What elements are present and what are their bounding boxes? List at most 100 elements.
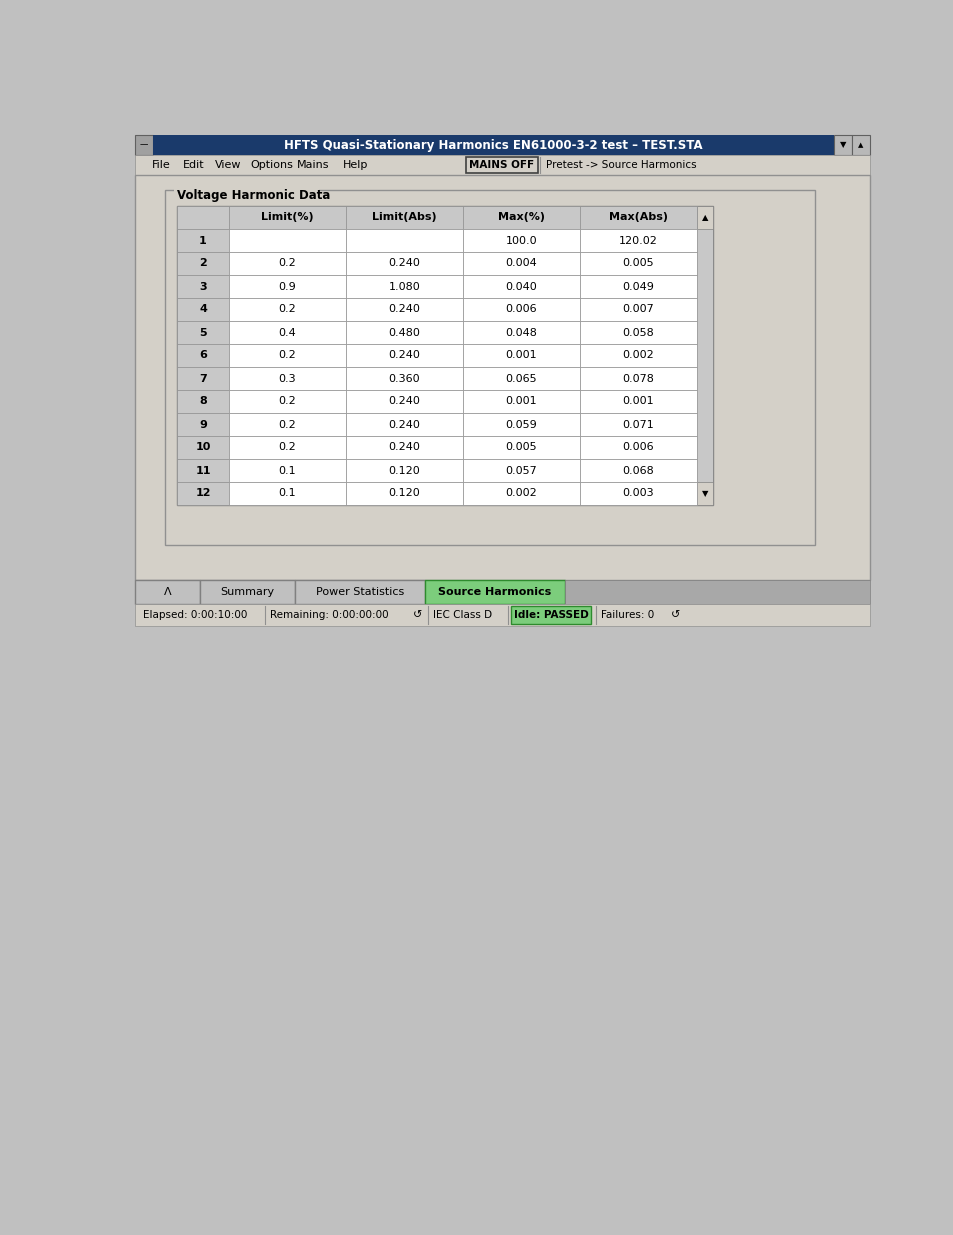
- Text: Power Statistics: Power Statistics: [315, 587, 404, 597]
- Bar: [177, 252, 229, 275]
- Bar: [346, 228, 462, 252]
- Bar: [135, 175, 869, 580]
- Text: 4: 4: [199, 305, 207, 315]
- Bar: [579, 459, 697, 482]
- Bar: [177, 298, 229, 321]
- Text: 0.240: 0.240: [388, 258, 420, 268]
- Bar: [465, 157, 537, 173]
- Bar: [697, 206, 712, 228]
- Text: 0.240: 0.240: [388, 305, 420, 315]
- Text: HFTS Quasi-Stationary Harmonics EN61000-3-2 test – TEST.STA: HFTS Quasi-Stationary Harmonics EN61000-…: [284, 138, 702, 152]
- Text: 0.065: 0.065: [505, 373, 537, 384]
- Text: 0.002: 0.002: [622, 351, 654, 361]
- Text: Help: Help: [343, 161, 368, 170]
- Text: 0.005: 0.005: [622, 258, 654, 268]
- Text: Max(%): Max(%): [497, 212, 544, 222]
- Text: Elapsed: 0:00:10:00: Elapsed: 0:00:10:00: [143, 610, 247, 620]
- Bar: [229, 482, 346, 505]
- Bar: [462, 412, 579, 436]
- Bar: [851, 135, 869, 156]
- Bar: [229, 298, 346, 321]
- Bar: [424, 580, 564, 604]
- Text: 0.240: 0.240: [388, 396, 420, 406]
- Text: ▼: ▼: [701, 489, 707, 498]
- Bar: [229, 252, 346, 275]
- Text: 0.1: 0.1: [278, 489, 296, 499]
- Text: ▼: ▼: [839, 141, 845, 149]
- Bar: [462, 252, 579, 275]
- Text: IEC Class D: IEC Class D: [433, 610, 492, 620]
- Text: 5: 5: [199, 327, 207, 337]
- Bar: [229, 390, 346, 412]
- Text: 0.4: 0.4: [278, 327, 296, 337]
- Bar: [229, 321, 346, 345]
- Text: Limit(%): Limit(%): [261, 212, 314, 222]
- Text: 0.057: 0.057: [505, 466, 537, 475]
- Text: 0.240: 0.240: [388, 420, 420, 430]
- Text: Edit: Edit: [183, 161, 204, 170]
- Bar: [579, 321, 697, 345]
- Text: 1: 1: [199, 236, 207, 246]
- Bar: [462, 345, 579, 367]
- Bar: [177, 482, 229, 505]
- Text: 0.9: 0.9: [278, 282, 296, 291]
- Bar: [462, 321, 579, 345]
- Bar: [177, 206, 229, 228]
- Bar: [346, 298, 462, 321]
- Bar: [579, 345, 697, 367]
- Text: 0.071: 0.071: [622, 420, 654, 430]
- Text: 0.360: 0.360: [388, 373, 420, 384]
- Bar: [229, 228, 346, 252]
- Bar: [462, 436, 579, 459]
- Bar: [579, 482, 697, 505]
- Text: 3: 3: [199, 282, 207, 291]
- Text: 0.040: 0.040: [505, 282, 537, 291]
- Text: ↺: ↺: [413, 610, 422, 620]
- Bar: [346, 459, 462, 482]
- Text: 0.049: 0.049: [622, 282, 654, 291]
- Bar: [229, 275, 346, 298]
- Text: 0.120: 0.120: [388, 489, 420, 499]
- Bar: [346, 206, 462, 228]
- Text: Λ: Λ: [164, 587, 172, 597]
- Bar: [346, 345, 462, 367]
- Bar: [346, 412, 462, 436]
- Bar: [462, 482, 579, 505]
- Text: 0.048: 0.048: [505, 327, 537, 337]
- Bar: [346, 436, 462, 459]
- Bar: [229, 412, 346, 436]
- Text: 0.002: 0.002: [505, 489, 537, 499]
- Text: 0.480: 0.480: [388, 327, 420, 337]
- Text: 100.0: 100.0: [505, 236, 537, 246]
- Bar: [579, 436, 697, 459]
- Text: 1.080: 1.080: [388, 282, 420, 291]
- Text: 2: 2: [199, 258, 207, 268]
- Bar: [579, 390, 697, 412]
- Text: 6: 6: [199, 351, 207, 361]
- Text: 120.02: 120.02: [618, 236, 658, 246]
- Text: 0.2: 0.2: [278, 442, 296, 452]
- Text: 0.2: 0.2: [278, 258, 296, 268]
- Bar: [579, 412, 697, 436]
- Bar: [177, 206, 712, 505]
- Text: 0.005: 0.005: [505, 442, 537, 452]
- Text: 0.003: 0.003: [622, 489, 654, 499]
- Bar: [833, 135, 851, 156]
- Bar: [177, 228, 229, 252]
- Bar: [564, 580, 869, 604]
- Text: 0.059: 0.059: [505, 420, 537, 430]
- Bar: [462, 275, 579, 298]
- Text: 0.2: 0.2: [278, 396, 296, 406]
- Text: Mains: Mains: [296, 161, 329, 170]
- Text: Options: Options: [250, 161, 293, 170]
- Text: 0.058: 0.058: [622, 327, 654, 337]
- Text: ↺: ↺: [670, 610, 679, 620]
- Text: 0.240: 0.240: [388, 442, 420, 452]
- Text: 0.001: 0.001: [622, 396, 654, 406]
- Bar: [697, 482, 712, 505]
- Bar: [229, 206, 346, 228]
- Bar: [135, 135, 152, 156]
- Bar: [346, 275, 462, 298]
- Text: 0.120: 0.120: [388, 466, 420, 475]
- Bar: [579, 252, 697, 275]
